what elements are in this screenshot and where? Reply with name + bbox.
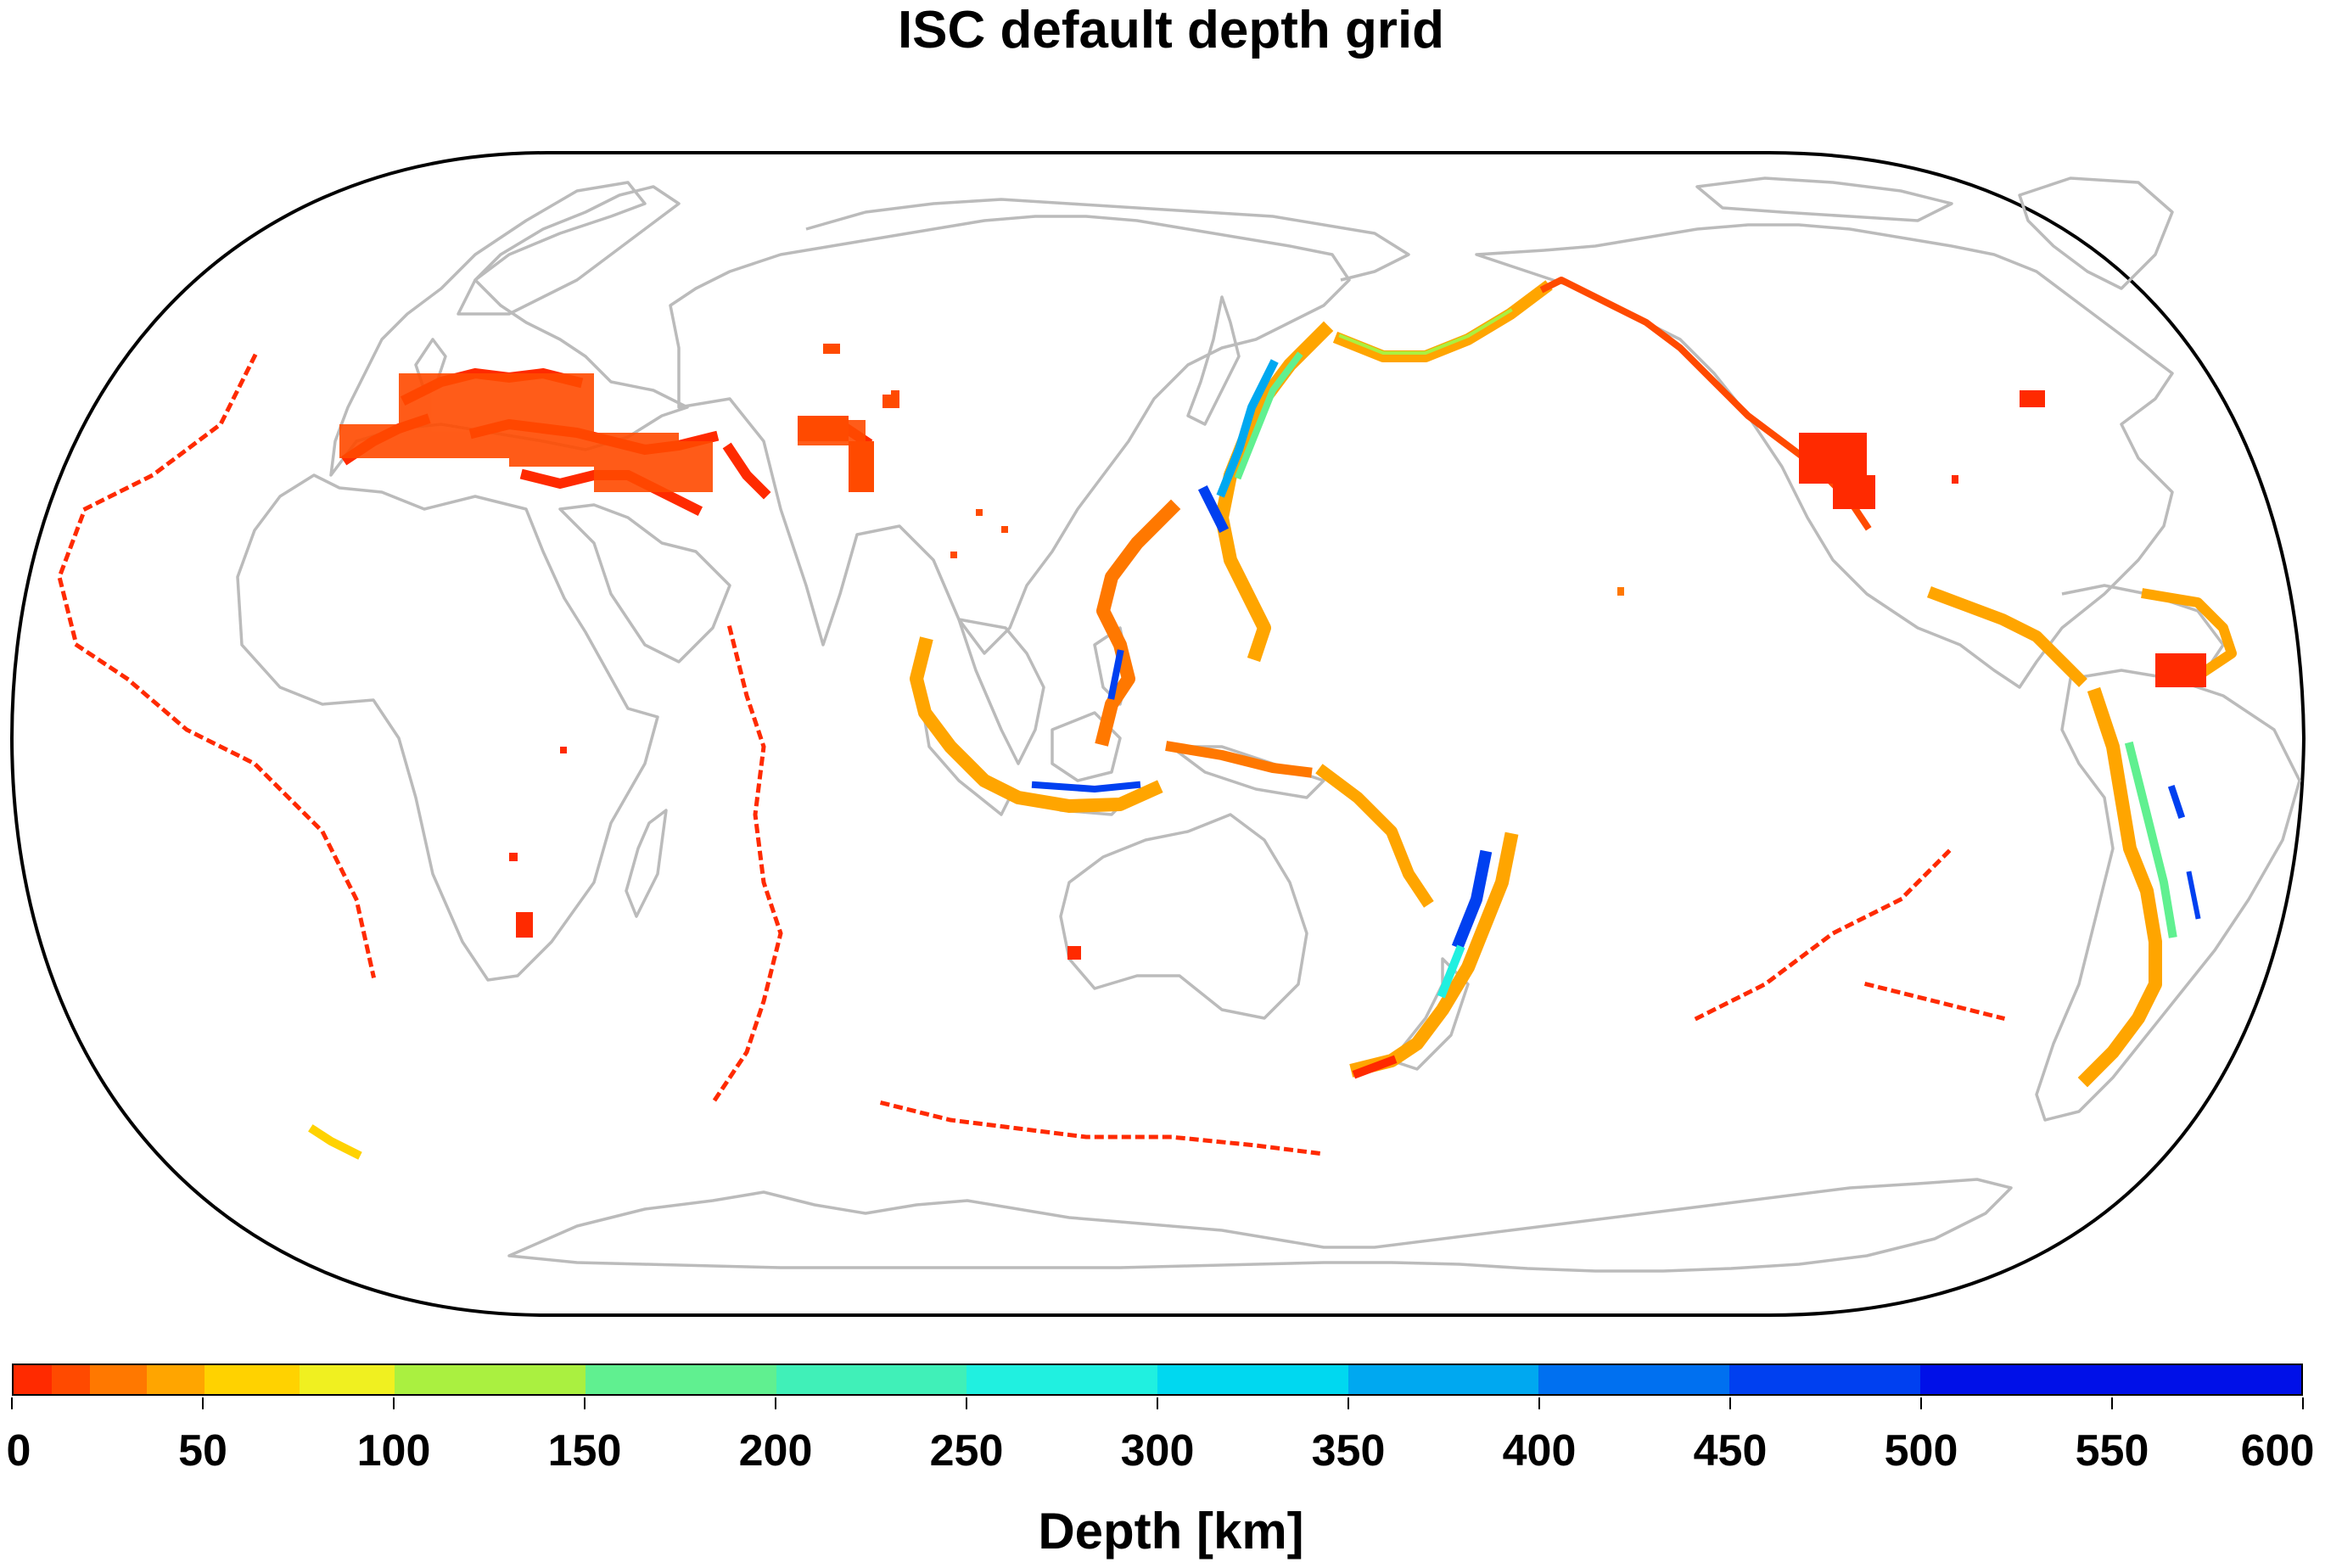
colorbar-segment [1538, 1365, 1729, 1394]
colorbar-tick [393, 1397, 395, 1409]
colorbar-tick-label: 600 [2240, 1426, 2315, 1476]
cells-vanuatu [1315, 764, 1434, 908]
colorbar-tick [202, 1397, 204, 1409]
cells-central-america [1926, 585, 2237, 687]
colorbar-tick [1538, 1397, 1540, 1409]
coast-borneo [1051, 711, 1122, 782]
coast-indochina [957, 618, 1045, 765]
coast-antarctica [507, 1178, 2013, 1273]
coast-australia [1059, 813, 1308, 1020]
colorbar-tick-label: 400 [1502, 1426, 1577, 1476]
colorbar-tick-label: 0 [6, 1426, 31, 1476]
cells-tonga [1349, 832, 1519, 1079]
colorbar-segment [966, 1365, 1157, 1394]
colorbar-tick [966, 1397, 967, 1409]
map-title: ISC default depth grid [897, 1, 1445, 59]
colorbar-segment [1728, 1365, 1920, 1394]
colorbar-segment [51, 1365, 90, 1394]
cells-newguinea [1165, 741, 1313, 778]
coast-madagascar [625, 809, 668, 918]
colorbar-segment [1919, 1365, 2301, 1394]
colorbar-tick-label: 450 [1693, 1426, 1768, 1476]
colorbar-segment [395, 1365, 586, 1394]
colorbar-tick [1920, 1397, 1922, 1409]
coast-arctic-asia [805, 198, 1410, 282]
coast-asia [669, 215, 1351, 655]
cells-caribbean [2155, 653, 2206, 687]
depth-cells [57, 277, 2237, 1160]
colorbar-tick-label: 100 [356, 1426, 431, 1476]
colorbar-segment [89, 1365, 148, 1394]
colorbar-tick [11, 1397, 13, 1409]
coast-scandinavia [457, 185, 681, 316]
colorbar-tick-label: 150 [547, 1426, 622, 1476]
colorbar-tick-label: 50 [178, 1426, 227, 1476]
colorbar-tick-label: 500 [1884, 1426, 1958, 1476]
colorbar-segment [204, 1365, 300, 1394]
coast-africa [236, 473, 659, 982]
coast-japan [1186, 295, 1241, 426]
colorbar-segment [1157, 1365, 1348, 1394]
cells-central-asia [798, 344, 1008, 558]
coast-south-america [2035, 669, 2301, 1122]
cells-japan-mariana [1197, 321, 1334, 663]
coast-newguinea [1169, 745, 1325, 799]
coast-greenland [2018, 176, 2174, 290]
coast-arctic-islands [1695, 176, 1953, 222]
colorbar-tick-label: 550 [2075, 1426, 2149, 1476]
colorbar-segment [299, 1365, 395, 1394]
coast-north-america [1475, 223, 2174, 689]
colorbar-tick-label: 250 [929, 1426, 1004, 1476]
colorbar-tick-label: 350 [1311, 1426, 1386, 1476]
cells-andes [2077, 686, 2201, 1088]
cells-south-sandwich [308, 1124, 362, 1160]
coast-arabia [558, 503, 731, 664]
colorbar-tick [1729, 1397, 1731, 1409]
cells-ryukyu-philippines [1095, 499, 1181, 747]
colorbar-tick-label: 300 [1120, 1426, 1195, 1476]
map-frame [9, 151, 2306, 1317]
cells-hawaii [1617, 587, 1624, 596]
colorbar-tick [1347, 1397, 1349, 1409]
cells-sunda [910, 636, 1163, 813]
colorbar-tick-label: 200 [738, 1426, 813, 1476]
colorbar-segment [776, 1365, 967, 1394]
colorbar-tick [2111, 1397, 2113, 1409]
cells-aleutian [1332, 280, 1553, 362]
cells-ridges [57, 353, 2006, 1156]
colorbar-tick [1157, 1397, 1158, 1409]
depth-map [9, 151, 2306, 1317]
colorbar-segment [14, 1365, 52, 1394]
colorbar-segment [147, 1365, 205, 1394]
colorbar-tick [2302, 1397, 2304, 1409]
cells-western-us [1799, 390, 2045, 509]
cells-africa [509, 747, 1081, 960]
colorbar-segment [585, 1365, 776, 1394]
depth-colorbar [12, 1364, 2303, 1396]
colorbar-tick [775, 1397, 776, 1409]
colorbar-label: Depth [km] [1038, 1503, 1304, 1560]
colorbar-segment [1347, 1365, 1539, 1394]
colorbar-tick [584, 1397, 586, 1409]
